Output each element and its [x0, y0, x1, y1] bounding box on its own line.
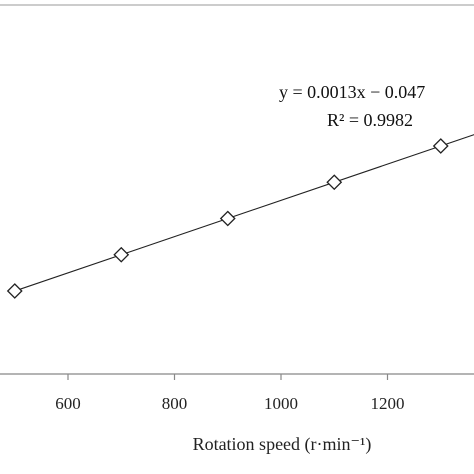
data-point-diamond — [432, 138, 449, 154]
data-points — [6, 138, 449, 299]
x-tick-label: 1200 — [371, 394, 405, 413]
equation-label: y = 0.0013x − 0.047 — [279, 82, 425, 102]
data-point-diamond — [113, 246, 130, 263]
x-axis-title: Rotation speed (r·min⁻¹) — [193, 434, 372, 455]
x-axis-ticks — [67, 374, 389, 380]
data-point-diamond — [326, 174, 343, 191]
data-point-diamond — [6, 283, 23, 299]
x-tick-label: 600 — [55, 394, 81, 413]
trend-line — [9, 134, 474, 294]
x-tick-label: 1000 — [264, 394, 298, 413]
data-point-diamond — [219, 210, 236, 227]
x-tick-label: 800 — [162, 394, 188, 413]
x-tick-labels: 600800100012001 — [55, 394, 405, 413]
r-squared-label: R² = 0.9982 — [327, 110, 413, 130]
